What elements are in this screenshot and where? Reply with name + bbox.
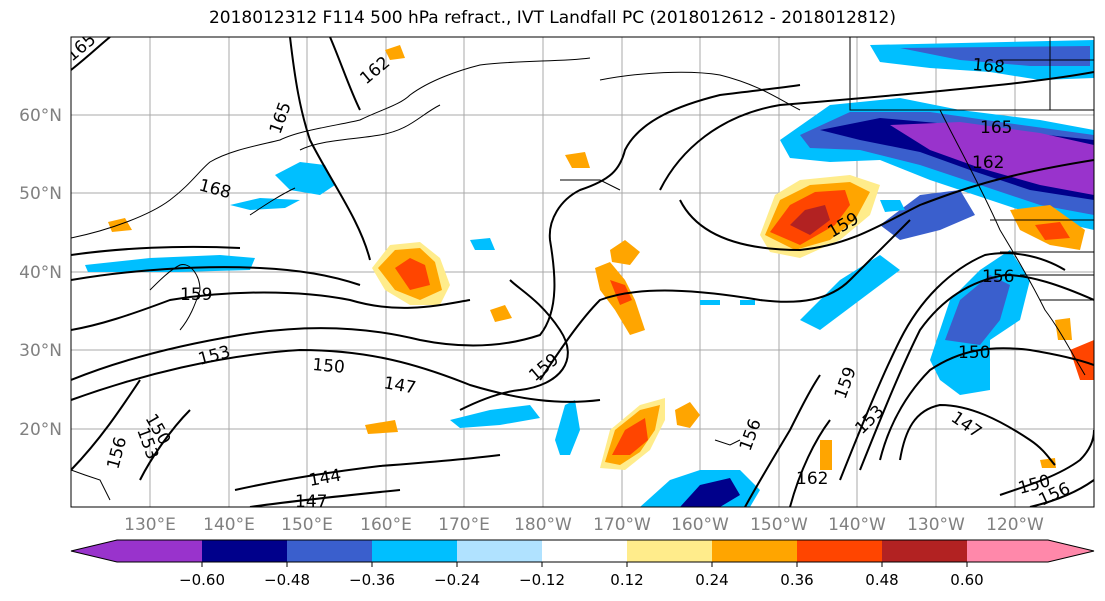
- colorbar-swatch: [117, 540, 202, 562]
- colorbar-tick-labels: −0.60 −0.48 −0.36 −0.24 −0.12 0.12 0.24 …: [179, 571, 984, 589]
- lon-label: 170°W: [593, 515, 651, 535]
- colorbar-swatch: [287, 540, 372, 562]
- colorbar-tick-label: 0.24: [695, 571, 728, 589]
- colorbar-swatch: [967, 540, 1048, 562]
- map-frame: [70, 36, 1095, 508]
- height-contours: [71, 37, 1094, 507]
- lon-label: 140°E: [203, 515, 255, 535]
- lat-label: 20°N: [19, 420, 62, 440]
- contour-label: 159: [180, 285, 212, 305]
- lon-label: 160°W: [671, 515, 729, 535]
- colorbar-swatch: [542, 540, 627, 562]
- lon-label: 120°W: [986, 515, 1044, 535]
- contour-label: 168: [972, 55, 1006, 78]
- lon-label: 180°W: [514, 515, 572, 535]
- colorbar: −0.60 −0.48 −0.36 −0.24 −0.12 0.12 0.24 …: [70, 539, 1095, 589]
- lon-label: 160°E: [360, 515, 412, 535]
- colorbar-swatch: [372, 540, 457, 562]
- colorbar-swatch: [627, 540, 712, 562]
- contour-label: 156: [982, 267, 1014, 287]
- colorbar-tick-label: 0.60: [950, 571, 983, 589]
- colorbar-tick-label: −0.24: [434, 571, 480, 589]
- lat-label: 40°N: [19, 263, 62, 283]
- colorbar-tick-label: −0.12: [519, 571, 565, 589]
- contour-label: 150: [958, 343, 990, 363]
- colorbar-swatch: [882, 540, 967, 562]
- colorbar-tick-label: −0.60: [179, 571, 225, 589]
- lon-label: 130°W: [907, 515, 965, 535]
- lat-label: 60°N: [19, 106, 62, 126]
- lon-label: 150°E: [281, 515, 333, 535]
- lat-label: 50°N: [19, 184, 62, 204]
- lat-label: 30°N: [19, 341, 62, 361]
- colorbar-tick-label: −0.48: [264, 571, 310, 589]
- contour-label: 162: [972, 153, 1004, 173]
- colorbar-tick-label: 0.12: [610, 571, 643, 589]
- colorbar-outline: [70, 539, 1095, 563]
- colorbar-tick-label: −0.36: [349, 571, 395, 589]
- map-title: 2018012312 F114 500 hPa refract., IVT La…: [208, 8, 896, 28]
- positive-anomaly-fill: [108, 45, 1094, 470]
- colorbar-swatch: [712, 540, 797, 562]
- coastlines: [71, 37, 1094, 501]
- lon-label: 130°E: [124, 515, 176, 535]
- contour-label: 150: [312, 355, 346, 378]
- colorbar-swatch: [797, 540, 882, 562]
- colorbar-tick-label: 0.36: [780, 571, 813, 589]
- colorbar-tick-label: 0.48: [865, 571, 898, 589]
- longitude-labels: 130°E 140°E 150°E 160°E 170°E 180°W 170°…: [124, 515, 1044, 535]
- colorbar-ticks: [201, 562, 968, 567]
- lon-label: 150°W: [750, 515, 808, 535]
- colorbar-swatch: [202, 540, 287, 562]
- lon-label: 140°W: [828, 515, 886, 535]
- colorbar-swatch: [457, 540, 542, 562]
- contour-label: 165: [980, 118, 1012, 138]
- negative-anomaly-fill: [85, 40, 1094, 507]
- latitude-labels: 20°N 30°N 40°N 50°N 60°N: [19, 106, 62, 440]
- contour-label: 147: [295, 492, 327, 512]
- colorbar-extend-left: [71, 540, 117, 562]
- lon-label: 170°E: [438, 515, 490, 535]
- contour-label: 162: [796, 469, 828, 489]
- colorbar-extend-right: [1048, 540, 1094, 562]
